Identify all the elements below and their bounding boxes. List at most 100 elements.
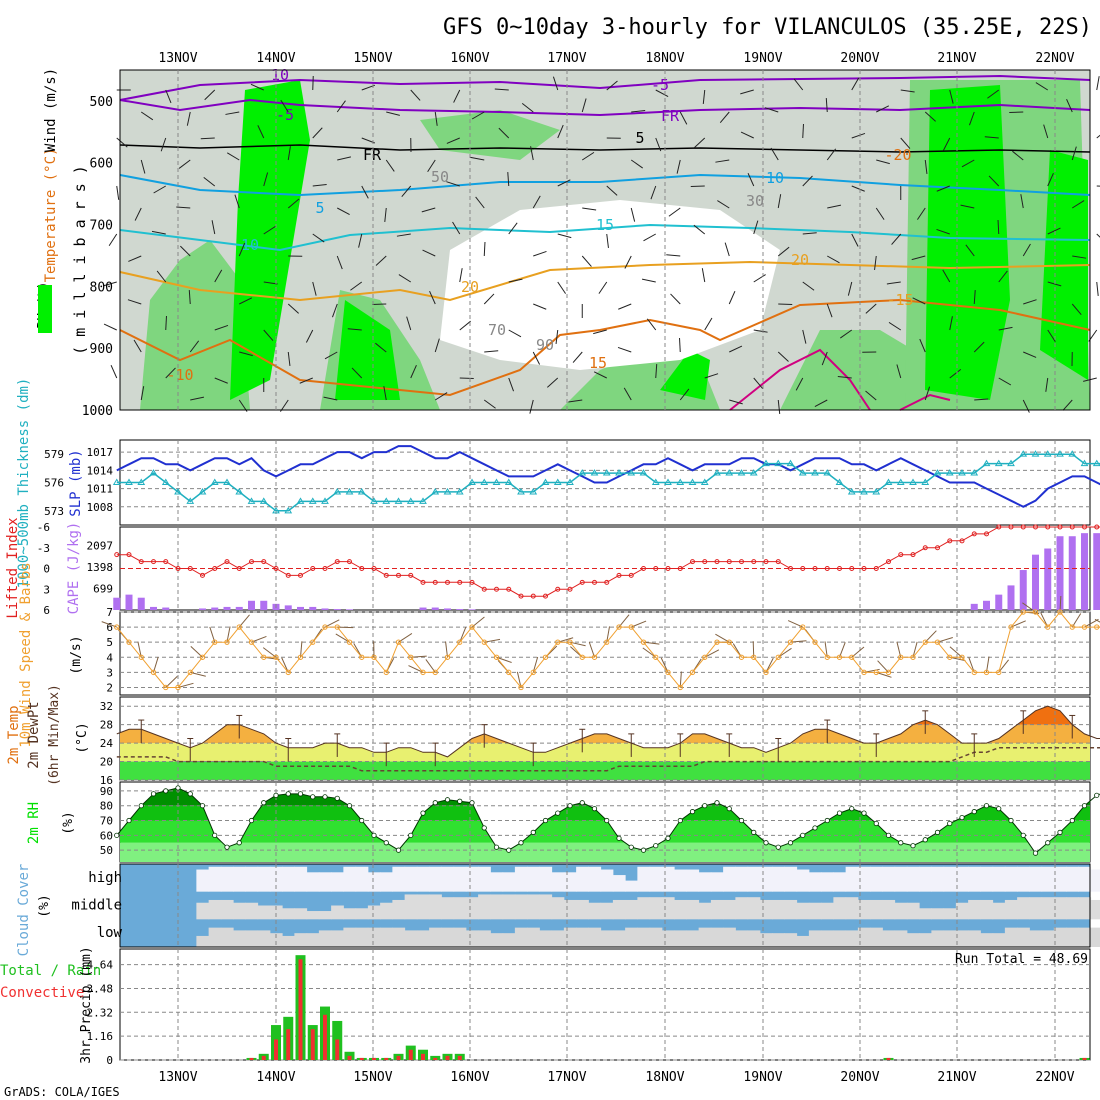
cloud-clear-low <box>943 930 957 947</box>
li-tick: 3 <box>43 583 50 596</box>
day-label-top: 19NOV <box>743 51 782 66</box>
wind-barb <box>398 274 412 283</box>
slp-tick: 1008 <box>87 501 114 514</box>
cloud-clear-middle <box>294 908 308 920</box>
rh-marker <box>224 844 230 850</box>
wind-barb <box>924 111 936 122</box>
precip-convective-bar <box>347 1055 352 1060</box>
contour-label: -15 <box>886 291 913 309</box>
cloud-clear-high <box>906 866 920 892</box>
precip-tick: 3.48 <box>87 982 114 995</box>
cloud-clear-middle <box>1029 897 1043 920</box>
wind-speed-marker <box>273 654 279 660</box>
wind-barb <box>581 98 587 113</box>
rh-marker <box>138 803 144 809</box>
wind-barb <box>508 278 523 283</box>
precip-convective-bar <box>421 1053 425 1060</box>
wind-barb <box>287 198 300 209</box>
wind-barb <box>459 320 471 331</box>
thickness-marker <box>700 478 709 485</box>
cloud-clear-high <box>331 872 344 892</box>
rh-marker <box>199 803 206 809</box>
cloud-clear-high <box>992 866 1006 892</box>
cloud-clear-high <box>514 866 528 892</box>
cape-bar <box>125 594 133 610</box>
rh-marker <box>947 820 953 827</box>
cloud-clear-low <box>269 933 283 947</box>
wind-barb <box>802 232 817 235</box>
cloud-clear-low <box>674 930 687 947</box>
wind-barb <box>679 111 688 125</box>
wind-barb <box>655 363 658 379</box>
rh-marker <box>910 843 916 849</box>
cloud-clear-low <box>1066 927 1079 947</box>
lifted-index-marker <box>567 586 573 592</box>
wind-barb <box>133 339 142 353</box>
wind-barb <box>483 241 486 257</box>
lifted-index-marker <box>322 566 328 571</box>
wind-barb <box>204 89 216 101</box>
rh-marker <box>310 794 316 800</box>
precip-axis-label: 3hr Precip (mm) <box>79 946 94 1063</box>
precip-convective-bar <box>359 1057 364 1060</box>
wind-barb <box>358 233 363 248</box>
cloud-clear-high <box>1053 866 1067 892</box>
wind-speed-marker <box>934 639 941 645</box>
day-label-bottom: 13NOV <box>158 1070 197 1085</box>
cloud-clear-low <box>588 927 602 947</box>
rh-marker <box>1094 792 1100 798</box>
cloud-clear-high <box>845 866 859 892</box>
wind-barb <box>200 137 215 140</box>
cloud-clear-low <box>1004 927 1018 947</box>
cloud-clear-low <box>919 933 932 947</box>
wind-speed-marker <box>567 639 573 645</box>
thickness-marker <box>958 469 966 476</box>
day-label-bottom: 21NOV <box>937 1070 976 1085</box>
thickness-marker <box>798 469 807 476</box>
wind-barb <box>874 255 877 270</box>
cape-bar <box>248 600 255 610</box>
day-label-top: 17NOV <box>547 51 586 66</box>
wind-barb <box>263 329 274 341</box>
cloud-clear-middle <box>551 897 565 920</box>
cloud-clear-middle <box>441 897 455 920</box>
thickness-tick: 573 <box>44 505 64 518</box>
lifted-index-marker <box>1033 524 1038 530</box>
wind-barb <box>421 207 436 213</box>
cloud-clear-middle <box>220 899 234 920</box>
thickness-marker <box>1043 450 1052 457</box>
rh-shading <box>335 300 400 400</box>
cloud-clear-middle <box>698 902 712 920</box>
wind-barb <box>1071 200 1085 209</box>
temp-axis-label: 2m Temp <box>6 705 22 764</box>
cloud-clear-low <box>968 930 981 947</box>
lifted-index-marker <box>653 566 659 571</box>
wind-barb <box>593 371 607 379</box>
rh-tick: 90 <box>100 785 113 798</box>
cloud-clear-low <box>441 927 455 947</box>
lifted-index-marker <box>420 579 426 585</box>
wind-barb <box>383 386 387 401</box>
wind-barb <box>851 132 866 139</box>
wind-barb-10m <box>1094 618 1100 623</box>
thickness-marker <box>774 459 783 467</box>
cloud-clear-high <box>527 866 540 892</box>
wind-barb <box>1047 281 1062 287</box>
wind-barb <box>998 270 1008 283</box>
credit-label: GrADS: COLA/IGES <box>4 1085 120 1099</box>
cloud-clear-high <box>404 866 418 892</box>
contour-label: 10 <box>766 169 784 187</box>
wind-speed-marker <box>457 639 463 645</box>
day-label-top: 22NOV <box>1035 51 1074 66</box>
lifted-index-marker <box>677 566 683 571</box>
cape-tick: 699 <box>93 583 113 596</box>
cloud-clear-low <box>331 930 344 947</box>
wind-barb <box>753 274 766 283</box>
temp-tick: 28 <box>100 719 113 732</box>
rh-marker <box>469 800 475 806</box>
wind-barb <box>434 111 438 126</box>
lifted-index-marker <box>861 566 867 571</box>
wind-speed-marker <box>395 639 402 645</box>
cloud-clear-low <box>821 930 834 947</box>
cloud-clear-high <box>416 866 430 892</box>
